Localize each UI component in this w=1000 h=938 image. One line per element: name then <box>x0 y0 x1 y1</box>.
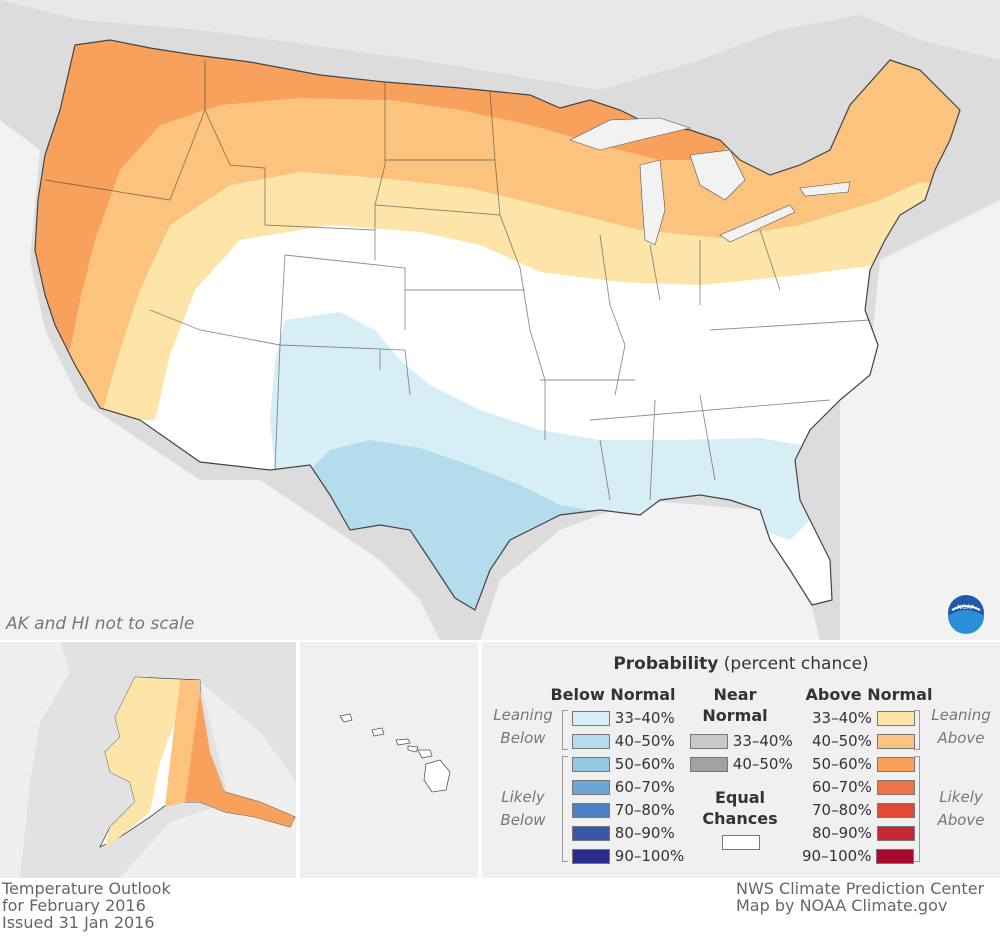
leaning-above-label: Leaning Above <box>931 706 991 747</box>
hawaii-islands <box>339 713 451 793</box>
credit-line-2: Map by NOAA Climate.gov <box>736 896 948 915</box>
below-row-6: 80–90% <box>572 823 675 843</box>
equal-chances-row <box>722 832 760 852</box>
below-swatch-1 <box>572 711 610 726</box>
gulf-of-alaska <box>120 682 296 878</box>
lake-ontario <box>799 181 851 197</box>
above-row-3: 50–60% <box>812 754 915 774</box>
alaska-band-above-33-40 <box>105 677 180 847</box>
below-normal-heading: Below Normal <box>550 685 676 704</box>
above-normal-heading: Above Normal <box>805 685 933 704</box>
leaning-below-label: Leaning Below <box>493 706 553 747</box>
alaska-inset <box>0 642 296 878</box>
likely-above-label: Likely Above <box>937 788 985 829</box>
caption-line-1: Temperature Outlook <box>2 879 171 898</box>
below-row-7: 90–100% <box>572 846 684 866</box>
pacific-ocean <box>0 120 440 640</box>
below-row-4: 60–70% <box>572 777 675 797</box>
above-swatch-4 <box>876 780 915 795</box>
leaning-above-bracket <box>914 710 920 750</box>
contiguous-us-map: NOAA <box>0 0 1000 640</box>
above-row-5: 70–80% <box>812 800 915 820</box>
above-swatch-5 <box>876 803 915 818</box>
below-row-2: 40–50% <box>572 731 675 751</box>
equal-chances-heading: Equal Chances <box>702 788 778 828</box>
above-swatch-3 <box>876 757 915 772</box>
likely-above-bracket <box>914 756 920 862</box>
atlantic-ocean <box>840 200 1000 640</box>
below-swatch-2 <box>572 734 610 749</box>
likely-below-label: Likely Below <box>500 788 546 829</box>
leaning-below-bracket <box>562 710 568 750</box>
lake-huron <box>689 149 746 201</box>
above-row-2: 40–50% <box>812 731 915 751</box>
near-row-2: 40–50% <box>690 754 793 774</box>
equal-chances-swatch <box>722 835 760 850</box>
above-swatch-6 <box>876 826 915 841</box>
lake-superior <box>569 117 692 151</box>
scale-note: AK and HI not to scale <box>6 614 195 634</box>
credit-caption: NWS Climate Prediction Center Map by NOA… <box>736 880 984 914</box>
below-swatch-7 <box>572 849 610 864</box>
below-swatch-4 <box>572 780 610 795</box>
below-row-1: 33–40% <box>572 708 675 728</box>
gulf-of-mexico <box>480 500 820 640</box>
above-row-7: 90–100% <box>802 846 915 866</box>
alaska-band-above-50-60 <box>185 692 295 827</box>
above-swatch-7 <box>876 849 915 864</box>
near-normal-heading: Near Normal <box>702 685 768 725</box>
near-row-1: 33–40% <box>690 731 793 751</box>
lake-erie <box>719 204 796 243</box>
below-row-3: 50–60% <box>572 754 675 774</box>
lake-michigan <box>639 159 666 246</box>
outlook-caption: Temperature Outlook for February 2016 Is… <box>2 880 171 931</box>
legend-title: Probability (percent chance) <box>613 654 869 674</box>
above-row-1: 33–40% <box>812 708 915 728</box>
likely-below-bracket <box>562 756 568 862</box>
band-below-40-50 <box>310 440 620 610</box>
noaa-logo: NOAA <box>948 595 984 634</box>
near-swatch-1 <box>690 734 728 749</box>
above-swatch-1 <box>876 711 915 726</box>
near-swatch-2 <box>690 757 728 772</box>
alaska-ocean <box>0 642 70 878</box>
svg-text:NOAA: NOAA <box>957 604 975 611</box>
below-swatch-6 <box>572 826 610 841</box>
legend: Probability (percent chance) Below Norma… <box>482 642 1000 878</box>
below-swatch-5 <box>572 803 610 818</box>
caption-line-2: for February 2016 <box>2 896 146 915</box>
above-row-4: 60–70% <box>812 777 915 797</box>
above-row-6: 80–90% <box>812 823 915 843</box>
below-swatch-3 <box>572 757 610 772</box>
canada-land <box>0 0 1000 90</box>
below-row-5: 70–80% <box>572 800 675 820</box>
above-swatch-2 <box>876 734 915 749</box>
hawaii-inset <box>300 642 478 878</box>
credit-line-1: NWS Climate Prediction Center <box>736 879 985 898</box>
caption-line-3: Issued 31 Jan 2016 <box>2 913 155 932</box>
